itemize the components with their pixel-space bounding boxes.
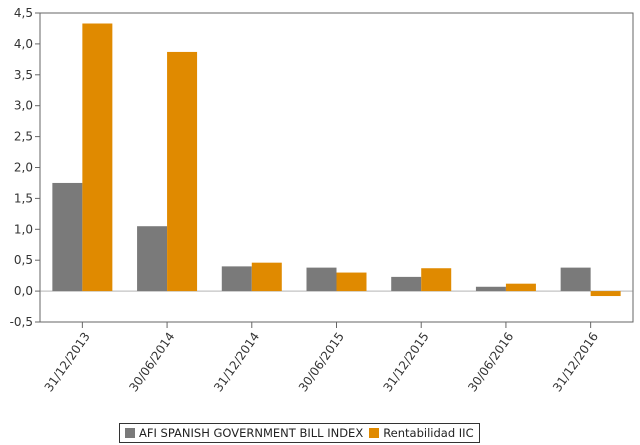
bar-s0-2 xyxy=(221,266,252,292)
bar-s0-4 xyxy=(391,276,422,292)
bar-s1-1 xyxy=(167,51,198,292)
bar-s1-5 xyxy=(505,283,536,292)
y-tick-label: 0,0 xyxy=(14,284,33,298)
bar-s0-5 xyxy=(475,286,506,292)
bar-s1-2 xyxy=(251,262,282,292)
legend-item-rentabilidad: Rentabilidad IIC xyxy=(369,426,474,440)
x-axis-ticks: 31/12/2013 30/06/2014 31/12/2014 30/06/2015… xyxy=(42,322,601,394)
bar-s0-1 xyxy=(137,226,168,292)
bar-s1-3 xyxy=(336,272,367,292)
x-tick-label: 31/12/2013 xyxy=(42,330,93,395)
bar-s0-0 xyxy=(52,182,83,292)
bar-s0-3 xyxy=(306,267,337,292)
y-tick-label: 2,5 xyxy=(14,130,33,144)
y-tick-label: 4,0 xyxy=(14,37,33,51)
x-tick-label: 30/06/2015 xyxy=(296,330,347,395)
bar-s0-6 xyxy=(560,267,591,292)
bars xyxy=(52,23,621,297)
y-tick-label: 4,5 xyxy=(14,6,33,20)
x-tick-label: 30/06/2014 xyxy=(126,330,177,395)
legend-label-rentabilidad: Rentabilidad IIC xyxy=(383,426,474,440)
bar-chart: -0,5 0,0 0,5 1,0 1,5 2,0 2,5 3,0 3,5 4,0 4,5 31/12… xyxy=(10,6,634,394)
legend: AFI SPANISH GOVERNMENT BILL INDEX Rentab… xyxy=(119,423,480,443)
x-tick-label: 31/12/2016 xyxy=(550,330,601,395)
x-tick-label: 31/12/2015 xyxy=(381,330,432,395)
legend-label-afi: AFI SPANISH GOVERNMENT BILL INDEX xyxy=(139,426,364,440)
legend-swatch-afi xyxy=(125,428,135,438)
x-tick-label: 31/12/2014 xyxy=(211,330,262,395)
y-tick-label: -0,5 xyxy=(10,315,33,329)
y-tick-label: 3,5 xyxy=(14,68,33,82)
y-tick-label: 1,5 xyxy=(14,191,33,205)
legend-swatch-rentabilidad xyxy=(369,428,380,438)
y-tick-label: 1,0 xyxy=(14,222,33,236)
y-axis-ticks: -0,5 0,0 0,5 1,0 1,5 2,0 2,5 3,0 3,5 4,0 4,5 xyxy=(10,6,40,329)
x-tick-label: 30/06/2016 xyxy=(465,330,516,395)
bar-s1-4 xyxy=(421,268,452,292)
y-tick-label: 2,0 xyxy=(14,161,33,175)
y-tick-label: 3,0 xyxy=(14,99,33,113)
y-tick-label: 0,5 xyxy=(14,253,33,267)
bar-s1-6 xyxy=(590,291,621,297)
bar-s1-0 xyxy=(82,23,113,292)
legend-item-afi: AFI SPANISH GOVERNMENT BILL INDEX xyxy=(125,426,363,440)
